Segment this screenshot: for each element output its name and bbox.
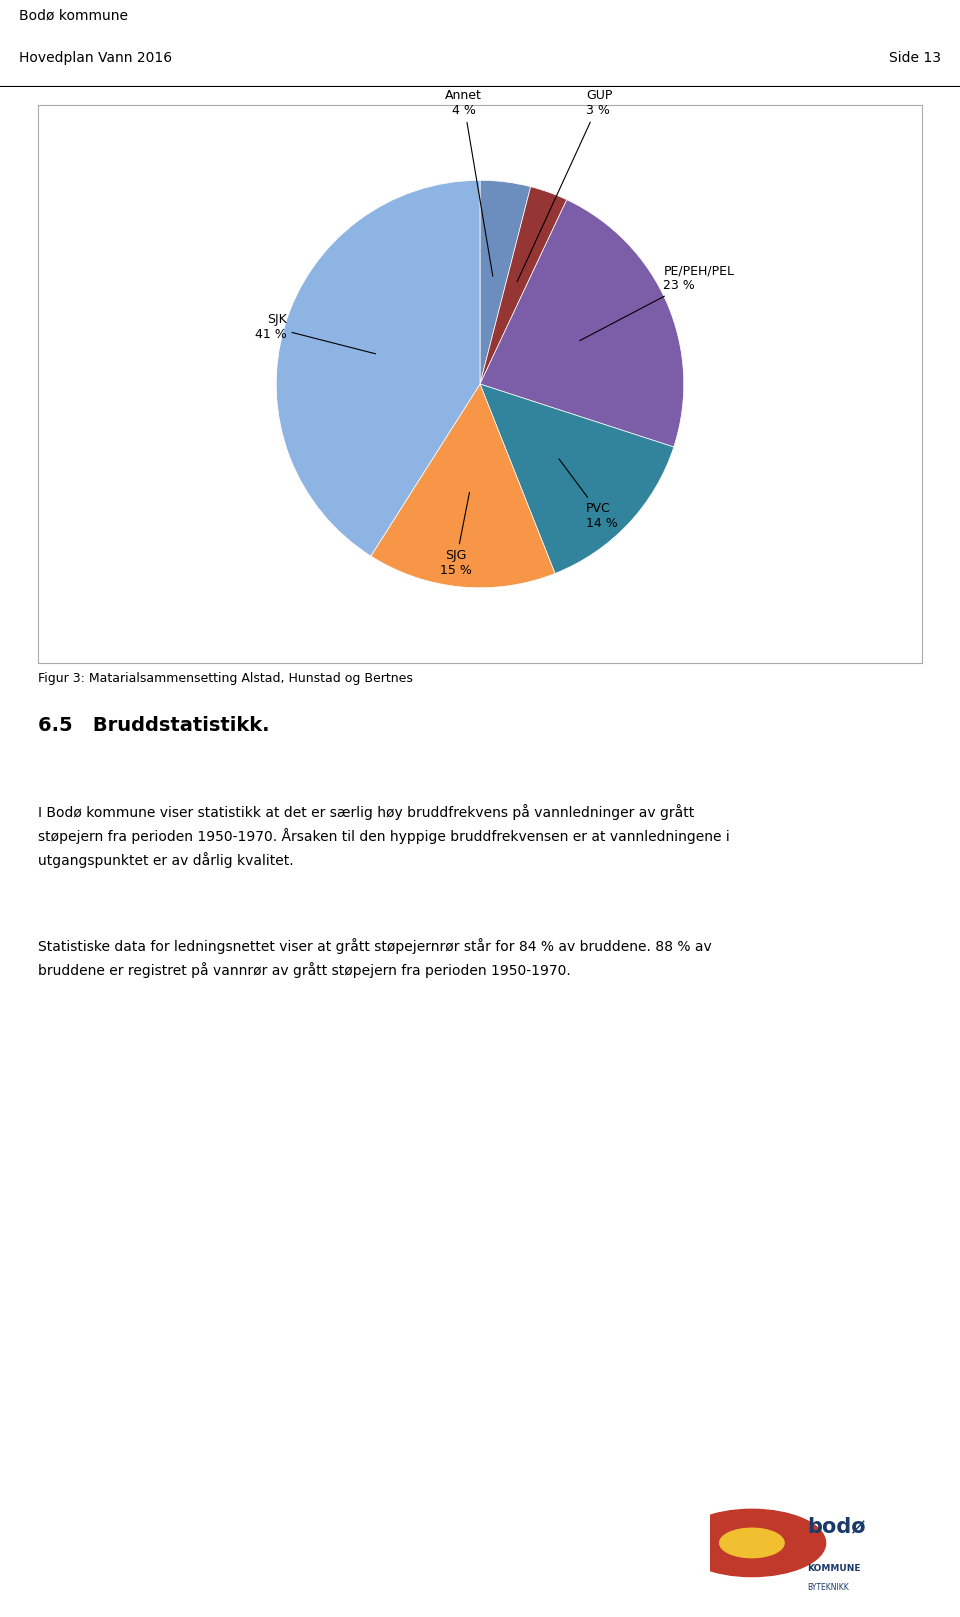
Wedge shape xyxy=(371,385,555,587)
Text: BYTEKNIKK: BYTEKNIKK xyxy=(807,1583,849,1591)
Text: GUP
3 %: GUP 3 % xyxy=(517,89,612,281)
Text: SJG
15 %: SJG 15 % xyxy=(440,492,471,577)
Text: Hovedplan Vann 2016: Hovedplan Vann 2016 xyxy=(19,50,173,65)
Text: Bodø kommune: Bodø kommune xyxy=(19,8,129,23)
Text: Statistiske data for ledningsnettet viser at grått støpejernrør står for 84 % av: Statistiske data for ledningsnettet vise… xyxy=(38,938,712,978)
Wedge shape xyxy=(276,181,480,556)
Text: PE/PEH/PEL
23 %: PE/PEH/PEL 23 % xyxy=(580,264,734,341)
Wedge shape xyxy=(480,181,531,385)
Circle shape xyxy=(720,1528,784,1557)
Wedge shape xyxy=(480,199,684,446)
Text: KOMMUNE: KOMMUNE xyxy=(807,1564,861,1573)
Text: I Bodø kommune viser statistikk at det er særlig høy bruddfrekvens på vannlednin: I Bodø kommune viser statistikk at det e… xyxy=(38,804,731,868)
Text: Figur 3: Matarialsammensetting Alstad, Hunstad og Bertnes: Figur 3: Matarialsammensetting Alstad, H… xyxy=(38,671,413,686)
Wedge shape xyxy=(480,186,566,385)
Text: PVC
14 %: PVC 14 % xyxy=(559,459,617,530)
Text: Side 13: Side 13 xyxy=(889,50,941,65)
Text: SJK
41 %: SJK 41 % xyxy=(254,314,375,354)
Text: 6.5   Bruddstatistikk.: 6.5 Bruddstatistikk. xyxy=(38,716,270,736)
Circle shape xyxy=(678,1509,826,1577)
Wedge shape xyxy=(480,385,674,574)
Text: Annet
4 %: Annet 4 % xyxy=(445,89,492,277)
Text: bodø: bodø xyxy=(807,1517,866,1536)
